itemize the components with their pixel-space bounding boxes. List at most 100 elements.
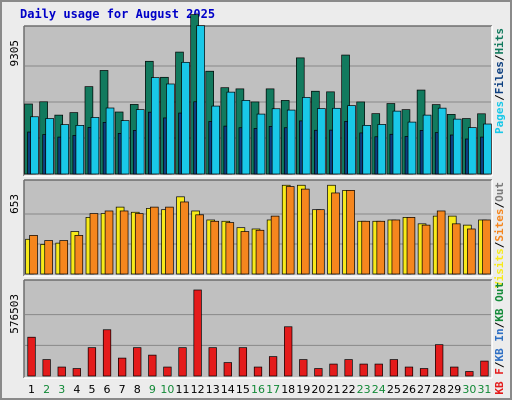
bar-sites-day-8 (134, 213, 144, 275)
chart-title: Daily usage for August 2025 (20, 7, 215, 21)
bar-kb-f-day-11 (178, 347, 187, 377)
bar-pages-day-24 (377, 124, 387, 175)
bar-pages-day-7 (120, 120, 130, 175)
x-tick-label: 1 (28, 383, 35, 396)
bar-sites-day-30 (467, 228, 476, 275)
bar-sites-day-10 (165, 206, 174, 275)
x-tick-label: 5 (88, 383, 95, 396)
bar-sites-day-3 (59, 240, 69, 275)
bar-sites-day-4 (74, 235, 84, 275)
x-tick-label: 26 (402, 383, 416, 396)
x-tick-label: 3 (58, 383, 65, 396)
legend-entry: Out (493, 182, 506, 202)
bar-pages-day-20 (317, 108, 326, 175)
bar-pages-day-6 (105, 107, 115, 175)
x-tick-label: 19 (296, 383, 310, 396)
bar-pages-day-9 (151, 77, 160, 175)
bar-sites-day-2 (44, 240, 53, 275)
bar-kb-f-day-13 (208, 347, 217, 377)
x-tick-label: 7 (119, 383, 126, 396)
y-max-label: 576503 (8, 294, 21, 334)
bar-pages-day-27 (422, 114, 432, 175)
bar-pages-day-12 (196, 25, 205, 175)
legend-entry: / (493, 361, 506, 368)
bar-kb-f-day-28 (435, 344, 444, 377)
bar-kb-f-day-9 (148, 354, 157, 377)
bar-pages-day-22 (347, 105, 356, 175)
bar-sites-day-26 (406, 217, 416, 275)
bar-pages-day-11 (181, 61, 190, 175)
bar-sites-day-18 (285, 186, 295, 275)
x-tick-label: 14 (221, 383, 235, 396)
y-max-label: 9305 (8, 40, 21, 67)
bar-pages-day-2 (45, 118, 54, 175)
panel-legend: Pages/Files/Hits (493, 28, 506, 134)
bar-sites-day-15 (240, 231, 250, 275)
bar-pages-day-28 (437, 107, 447, 175)
bar-kb-f-day-10 (163, 366, 172, 377)
legend-entry: KB In (493, 328, 506, 361)
legend-entry: Sites (493, 209, 506, 242)
x-tick-label: 28 (432, 383, 446, 396)
bar-sites-day-20 (316, 209, 325, 275)
bar-sites-day-19 (301, 188, 310, 275)
bar-pages-day-21 (332, 107, 341, 175)
panel-legend: KB F/KB In/KB Out (493, 282, 506, 395)
legend-entry: / (493, 54, 506, 61)
bar-sites-day-27 (421, 224, 431, 275)
bar-kb-f-day-15 (238, 347, 248, 377)
bar-kb-f-day-1 (27, 336, 36, 377)
bar-pages-day-26 (407, 121, 417, 175)
bar-kb-f-day-7 (117, 357, 127, 377)
bar-sites-day-25 (391, 219, 401, 275)
x-tick-label: 25 (387, 383, 401, 396)
bar-sites-day-6 (104, 210, 114, 275)
bar-pages-day-17 (271, 108, 281, 175)
bar-kb-f-day-17 (268, 356, 278, 377)
bar-sites-day-17 (270, 215, 280, 275)
x-tick-label: 9 (149, 383, 156, 396)
x-tick-label: 4 (73, 383, 80, 396)
bar-pages-day-25 (392, 110, 402, 175)
panel-top: 9305 Pages/Files/Hits (8, 14, 506, 177)
x-tick-label: 23 (357, 383, 371, 396)
x-tick-label: 24 (372, 383, 386, 396)
x-tick-label: 18 (281, 383, 295, 396)
bar-kb-f-day-20 (314, 368, 323, 377)
bar-kb-f-day-25 (389, 359, 399, 377)
bar-sites-day-28 (436, 210, 446, 275)
x-axis-labels: 1 2 3 4 5 6 7 8 9 10 11 12 13 14 15 16 17 18 19 20 21 22 23 24 2… (28, 383, 491, 396)
bar-pages-day-4 (75, 125, 85, 175)
bar-sites-day-29 (451, 223, 461, 275)
bar-sites-day-14 (225, 222, 235, 275)
x-tick-label: 30 (462, 383, 476, 396)
bar-pages-day-16 (256, 113, 266, 175)
x-tick-label: 8 (134, 383, 141, 396)
x-tick-label: 2 (43, 383, 50, 396)
panel-background (24, 280, 492, 378)
x-tick-label: 27 (417, 383, 431, 396)
bar-kb-f-day-4 (72, 368, 81, 377)
bar-sites-day-11 (180, 201, 189, 275)
y-max-label: 653 (8, 194, 21, 214)
legend-entry: / (493, 241, 506, 248)
legend-entry: KB Out (493, 282, 506, 322)
bar-pages-day-14 (226, 91, 236, 175)
legend-entry: Hits (493, 28, 506, 55)
bar-pages-day-5 (90, 117, 100, 175)
bar-pages-day-30 (468, 127, 477, 175)
bar-kb-f-day-21 (329, 363, 338, 377)
bar-sites-day-7 (119, 210, 129, 275)
bar-pages-day-23 (362, 125, 371, 175)
x-tick-label: 22 (342, 383, 356, 396)
bar-kb-f-day-8 (133, 347, 142, 377)
bar-pages-day-31 (483, 123, 492, 175)
bar-pages-day-1 (30, 116, 39, 175)
bar-kb-f-day-23 (359, 363, 368, 377)
bar-kb-f-day-22 (344, 359, 353, 377)
panel-legend: Visits/Sites/Out (493, 182, 506, 288)
